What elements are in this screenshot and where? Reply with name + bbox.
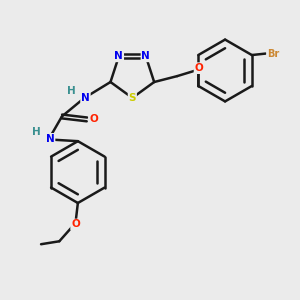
Text: H: H: [67, 86, 76, 96]
Text: S: S: [129, 93, 136, 103]
Text: N: N: [115, 51, 123, 61]
Text: N: N: [142, 51, 150, 61]
Text: O: O: [89, 114, 98, 124]
Text: Br: Br: [267, 49, 279, 58]
Text: N: N: [81, 93, 90, 103]
Text: N: N: [46, 134, 55, 144]
Text: O: O: [195, 63, 203, 73]
Text: O: O: [71, 220, 80, 230]
Text: H: H: [32, 127, 41, 137]
